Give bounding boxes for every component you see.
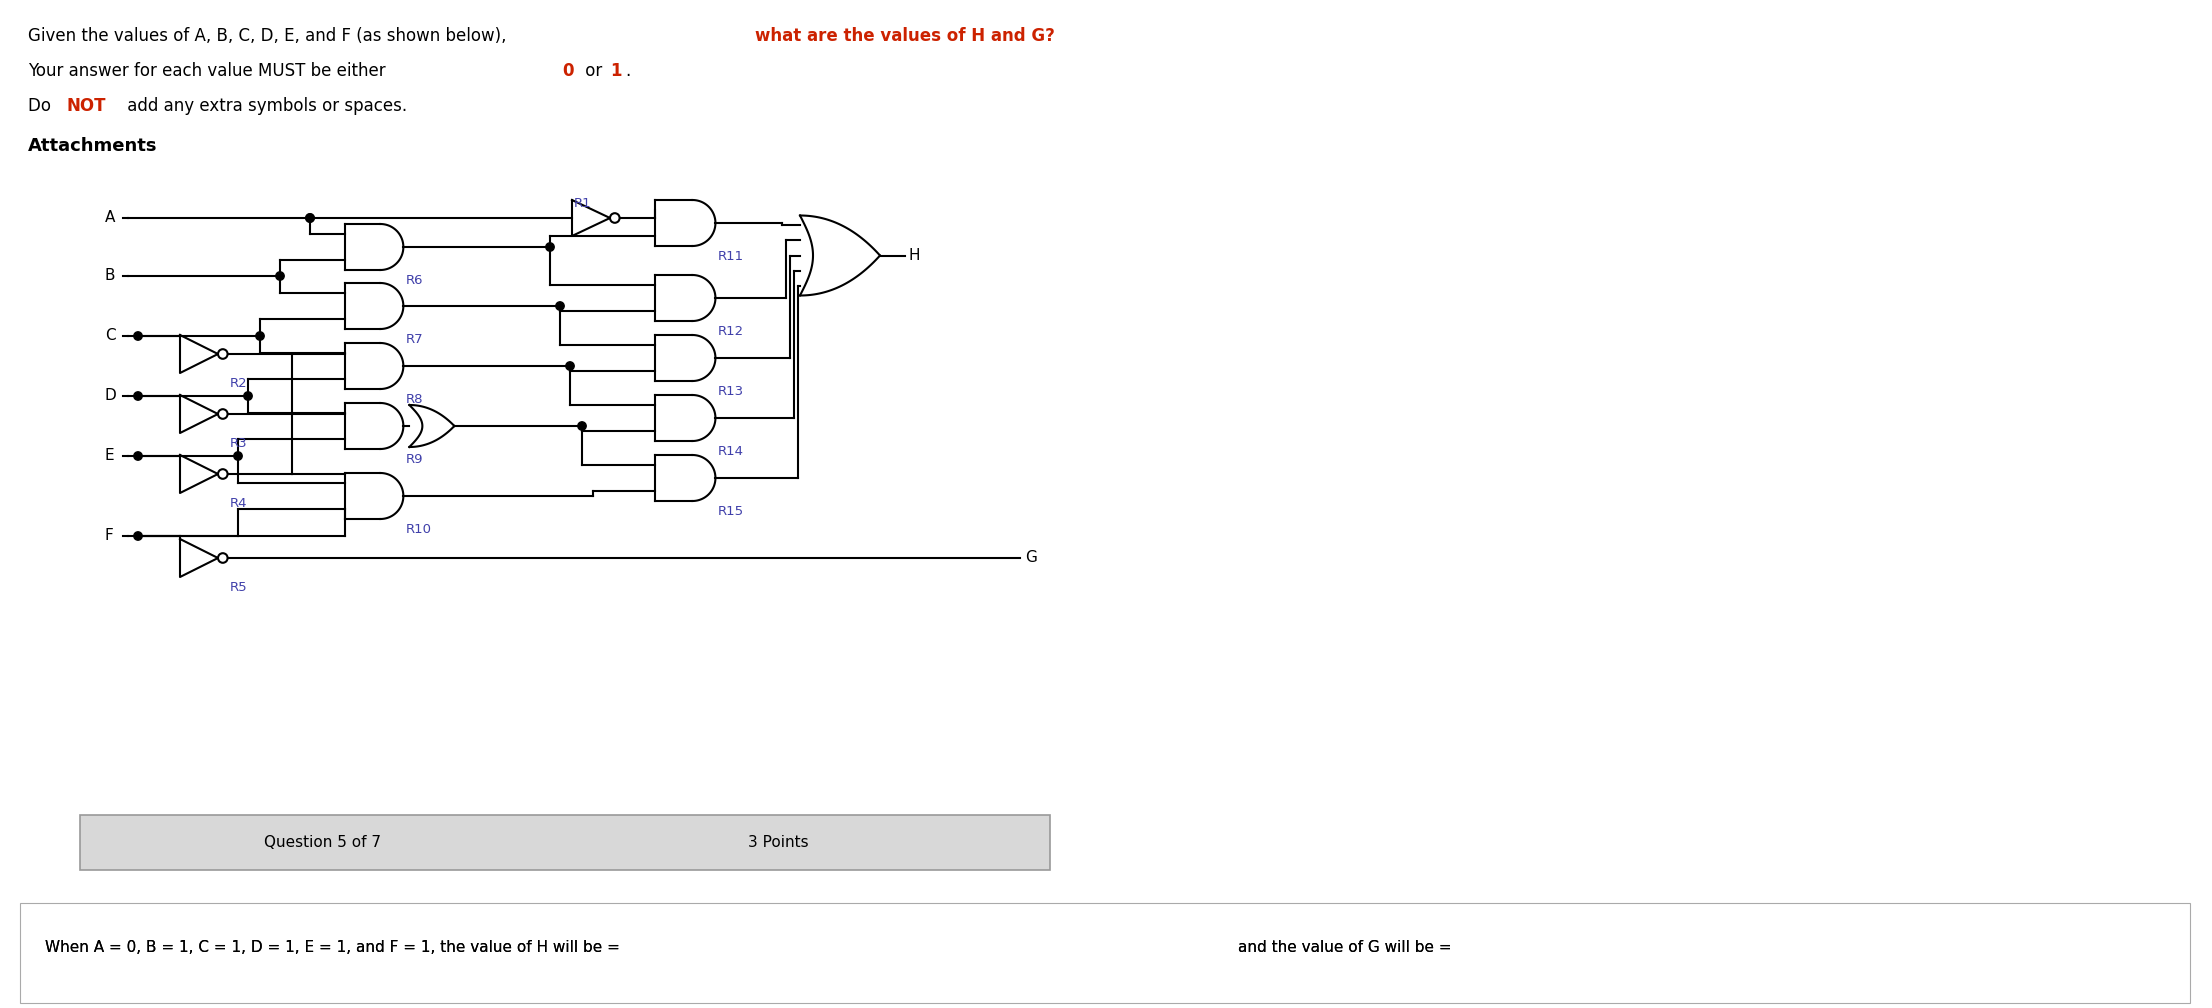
Text: R14: R14 [717, 445, 743, 458]
Text: .: . [626, 62, 630, 80]
Text: NOT: NOT [66, 97, 106, 115]
Text: R6: R6 [405, 274, 422, 287]
Text: and the value of G will be =: and the value of G will be = [1239, 940, 1451, 956]
Circle shape [234, 452, 241, 461]
Text: or: or [580, 62, 608, 80]
Circle shape [305, 214, 314, 222]
Text: what are the values of H and G?: what are the values of H and G? [754, 27, 1055, 45]
Text: R5: R5 [230, 581, 248, 594]
Circle shape [566, 362, 575, 370]
Circle shape [133, 392, 142, 400]
Text: R10: R10 [405, 523, 431, 536]
Text: Do: Do [29, 97, 55, 115]
FancyBboxPatch shape [20, 903, 2190, 1003]
Text: add any extra symbols or spaces.: add any extra symbols or spaces. [122, 97, 407, 115]
Text: B: B [104, 268, 115, 283]
Text: G: G [1024, 550, 1037, 565]
Text: F: F [104, 528, 113, 543]
Circle shape [577, 421, 586, 430]
Text: D: D [104, 388, 117, 403]
Circle shape [257, 332, 263, 341]
FancyBboxPatch shape [1599, 926, 1860, 970]
Text: 0: 0 [562, 62, 573, 80]
Text: R12: R12 [717, 325, 743, 338]
Text: When A = 0, B = 1, C = 1, D = 1, E = 1, and F = 1, the value of H will be =: When A = 0, B = 1, C = 1, D = 1, E = 1, … [44, 940, 619, 956]
Text: A: A [104, 211, 115, 226]
Text: R13: R13 [717, 385, 743, 398]
Text: R3: R3 [230, 437, 248, 450]
Text: H: H [907, 248, 920, 263]
Text: 1: 1 [611, 62, 622, 80]
Text: Question 5 of 7: Question 5 of 7 [263, 835, 380, 850]
FancyBboxPatch shape [80, 815, 1051, 870]
Text: E: E [104, 449, 115, 464]
Text: R4: R4 [230, 497, 248, 510]
Circle shape [276, 272, 283, 280]
Circle shape [546, 243, 555, 251]
Text: R2: R2 [230, 377, 248, 390]
Text: Your answer for each value MUST be either: Your answer for each value MUST be eithe… [29, 62, 392, 80]
Text: 3 Points: 3 Points [748, 835, 810, 850]
Text: and the value of G will be =: and the value of G will be = [1239, 940, 1451, 956]
Text: R9: R9 [405, 453, 422, 466]
Text: R11: R11 [717, 250, 743, 263]
Circle shape [133, 452, 142, 461]
Text: R15: R15 [717, 505, 743, 518]
FancyBboxPatch shape [960, 926, 1221, 970]
Circle shape [243, 392, 252, 400]
Circle shape [133, 532, 142, 540]
Text: R1: R1 [573, 197, 591, 210]
Circle shape [305, 214, 314, 222]
Text: C: C [104, 329, 115, 344]
Text: R7: R7 [405, 333, 422, 346]
Text: Given the values of A, B, C, D, E, and F (as shown below),: Given the values of A, B, C, D, E, and F… [29, 27, 511, 45]
Circle shape [133, 332, 142, 341]
Text: When A = 0, B = 1, C = 1, D = 1, E = 1, and F = 1, the value of H will be =: When A = 0, B = 1, C = 1, D = 1, E = 1, … [44, 940, 619, 956]
Text: R8: R8 [405, 393, 422, 406]
Circle shape [555, 301, 564, 310]
Text: Attachments: Attachments [29, 137, 157, 155]
